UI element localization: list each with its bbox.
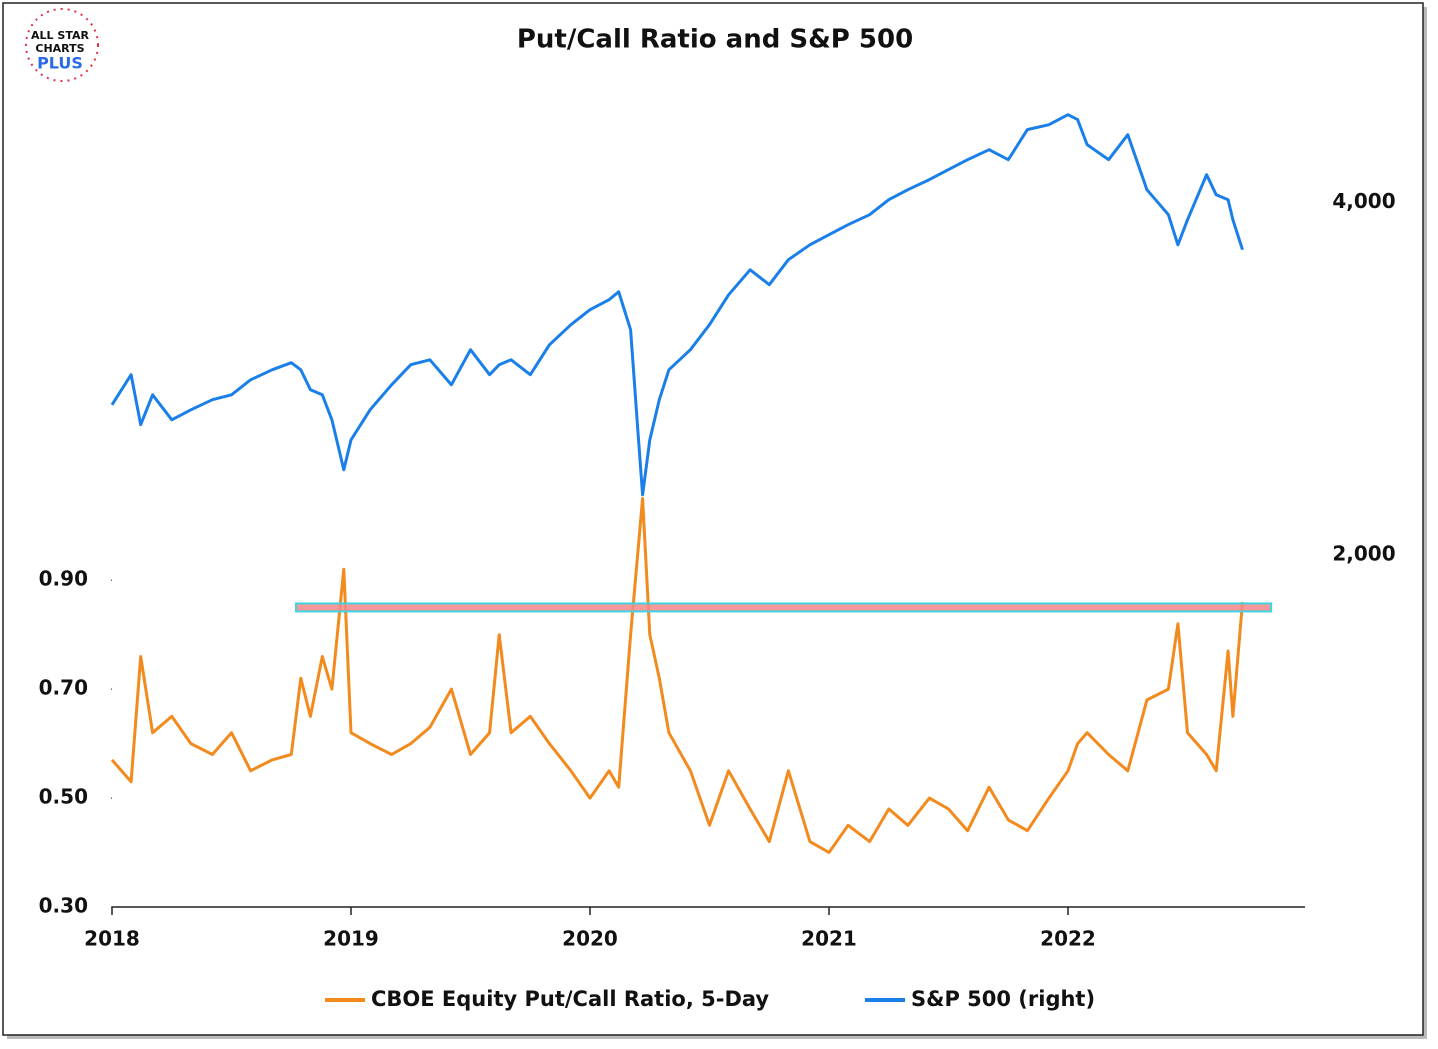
series-line <box>110 113 1244 497</box>
y-tick-label: 0.50 <box>39 785 88 809</box>
chart-title: Put/Call Ratio and S&P 500 <box>517 25 913 55</box>
frame <box>2 2 1424 1036</box>
y2-tick-label: 2,000 <box>1332 541 1395 565</box>
x-tick-label: 2020 <box>562 927 618 951</box>
x-tick-label: 2022 <box>1040 927 1096 951</box>
y2-tick-label: 4,000 <box>1332 189 1395 213</box>
x-tick-label: 2018 <box>84 927 140 951</box>
logo-ring <box>25 8 99 82</box>
y-tick-label: 0.30 <box>39 894 88 918</box>
legend-label: CBOE Equity Put/Call Ratio, 5-Day <box>371 987 769 1011</box>
logo-text: CHARTS <box>35 42 84 55</box>
legend-label: S&P 500 (right) <box>911 987 1095 1011</box>
series-line <box>110 497 1244 854</box>
x-tick-label: 2021 <box>801 927 857 951</box>
y-tick-label: 0.90 <box>39 567 88 591</box>
y-tick-label: 0.70 <box>39 676 88 700</box>
logo-text: PLUS <box>37 54 83 73</box>
x-tick-label: 2019 <box>323 927 379 951</box>
logo-text: ALL STAR <box>31 29 89 42</box>
reference-line <box>295 602 1273 613</box>
